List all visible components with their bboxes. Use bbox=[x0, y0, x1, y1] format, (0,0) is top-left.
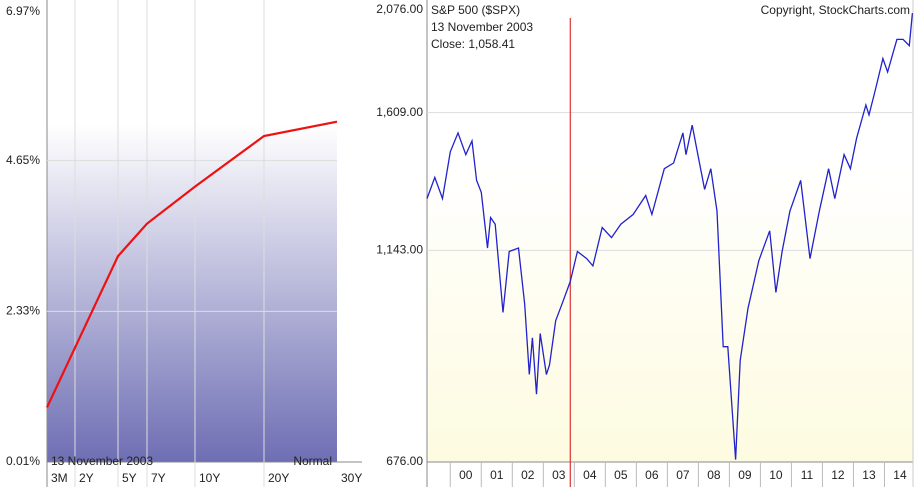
x-tick-label: 3M bbox=[51, 471, 68, 485]
y-tick-label: 1,609.00 bbox=[376, 105, 423, 119]
y-tick-label: 0.01% bbox=[6, 454, 40, 468]
x-tick-label: 07 bbox=[676, 468, 690, 482]
x-tick-label: 20Y bbox=[268, 471, 289, 485]
x-tick-label: 13 bbox=[862, 468, 876, 482]
yield-curve bbox=[46, 120, 338, 408]
chart-title: S&P 500 ($SPX) bbox=[431, 3, 520, 17]
x-tick-label: 09 bbox=[738, 468, 752, 482]
x-tick-label: 05 bbox=[614, 468, 628, 482]
y-tick-label: 1,143.00 bbox=[376, 243, 423, 257]
price-line bbox=[426, 13, 914, 460]
x-tick-label: 10Y bbox=[199, 471, 220, 485]
y-tick-label: 6.97% bbox=[6, 4, 40, 18]
x-tick-label: 11 bbox=[801, 468, 814, 482]
x-tick-label: 30Y bbox=[341, 471, 362, 485]
copyright: Copyright, StockCharts.com bbox=[761, 3, 910, 17]
x-tick-label: 10 bbox=[769, 468, 783, 482]
x-tick-label: 00 bbox=[459, 468, 473, 482]
y-tick-label: 2.33% bbox=[6, 304, 40, 318]
x-tick-label: 7Y bbox=[151, 471, 166, 485]
x-tick-label: 04 bbox=[583, 468, 597, 482]
x-tick-label: 08 bbox=[707, 468, 721, 482]
marker-close: Close: 1,058.41 bbox=[431, 37, 515, 51]
y-tick-label: 4.65% bbox=[6, 153, 40, 167]
shape-label: Normal bbox=[293, 454, 332, 468]
x-tick-label: 01 bbox=[490, 468, 504, 482]
x-tick-label: 2Y bbox=[79, 471, 94, 485]
x-tick-label: 03 bbox=[552, 468, 566, 482]
x-tick-label: 06 bbox=[645, 468, 659, 482]
x-tick-label: 12 bbox=[831, 468, 845, 482]
right-plot-bg bbox=[427, 0, 913, 462]
date-label: 13 November 2003 bbox=[51, 454, 153, 468]
x-tick-label: 02 bbox=[521, 468, 535, 482]
marker-date: 13 November 2003 bbox=[431, 20, 533, 34]
x-tick-label: 5Y bbox=[122, 471, 137, 485]
x-tick-label: 14 bbox=[893, 468, 907, 482]
left-plot-bg bbox=[47, 0, 337, 462]
y-tick-label: 676.00 bbox=[386, 454, 423, 468]
y-tick-label: 2,076.00 bbox=[376, 2, 423, 16]
